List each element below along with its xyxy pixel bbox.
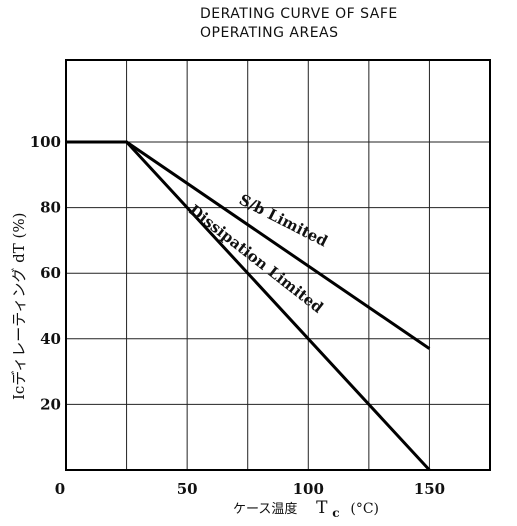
series-label-sb-limited: S/b Limited [236,191,331,251]
x-tick-label-50: 50 [177,480,198,498]
chart-title-line-2: OPERATING AREAS [200,25,339,41]
y-tick-label-40: 40 [40,330,61,348]
y-tick-label-60: 60 [40,264,61,282]
x-tick-label-100: 100 [293,480,324,498]
y-tick-label-20: 20 [40,395,61,413]
y-tick-label-100: 100 [30,133,61,151]
tick-labels: 0 50 100 150 20 40 60 80 100 [30,133,445,498]
x-axis-label-symbol: T [316,498,328,518]
x-axis-label-unit: (°C) [350,501,379,517]
series-lines [66,140,431,472]
x-tick-label-150: 150 [414,480,445,498]
grid-lines [66,60,490,470]
x-tick-label-0: 0 [55,480,65,498]
y-axis-label: Icディレーティング dT (%) [10,213,28,400]
plot-frame [65,59,491,471]
series-label-dissipation-limited: Dissipation Limited [186,201,328,317]
x-axis-label-jp: ケース温度 [233,501,297,517]
x-axis-label-subscript: c [332,506,339,520]
series-line-dissipation-limited [66,140,431,472]
y-tick-label-80: 80 [40,199,61,217]
chart-title-line-1: DERATING CURVE OF SAFE [200,6,398,22]
x-axis-label: ケース温度 T c (°C) [233,498,379,521]
